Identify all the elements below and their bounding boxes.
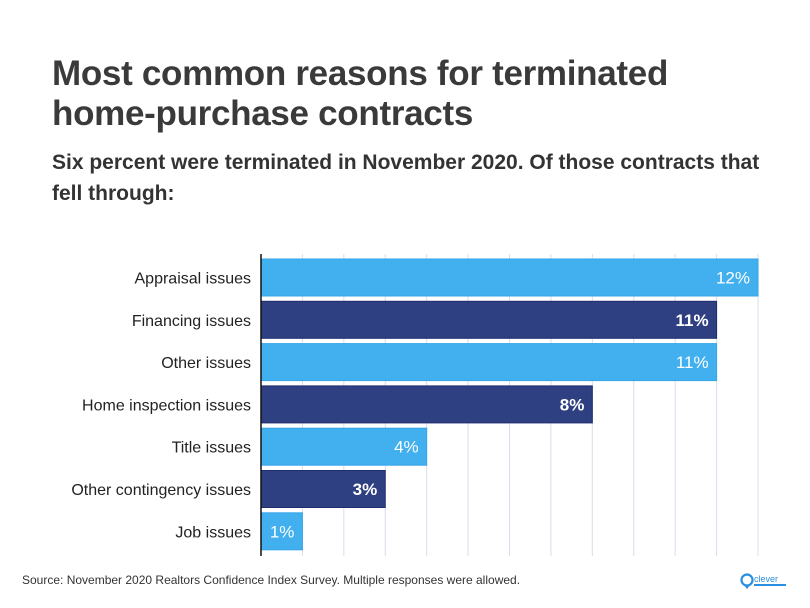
category-label: Other contingency issues [71, 482, 251, 499]
category-label: Financing issues [132, 313, 251, 330]
chart-title: Most common reasons for terminated home-… [52, 54, 669, 133]
bar [260, 385, 593, 424]
category-label: Other issues [161, 355, 251, 372]
category-label: Job issues [175, 524, 251, 541]
chart-subtitle: Six percent were terminated in November … [52, 151, 760, 205]
category-label: Title issues [172, 440, 251, 457]
category-label: Home inspection issues [82, 397, 251, 414]
bar [260, 512, 303, 551]
source-note: Source: November 2020 Realtors Confidenc… [22, 573, 521, 587]
bar [260, 343, 718, 382]
data-label: 11% [675, 311, 708, 330]
bar [260, 258, 759, 297]
data-label: 8% [560, 395, 585, 414]
data-label: 11% [676, 353, 709, 372]
category-label: Appraisal issues [135, 271, 252, 288]
data-label: 12% [716, 269, 750, 288]
data-label: 4% [394, 438, 419, 457]
data-label: 3% [353, 480, 378, 499]
data-label: 1% [270, 522, 295, 541]
clever-logo: clever [740, 573, 786, 589]
svg-text:clever: clever [754, 574, 778, 584]
bar [260, 300, 718, 339]
